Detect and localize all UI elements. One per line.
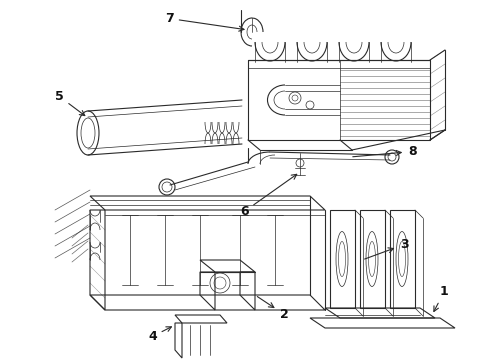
Text: 3: 3 xyxy=(365,238,409,259)
Text: 7: 7 xyxy=(165,12,244,31)
Text: 5: 5 xyxy=(55,90,85,116)
Text: 6: 6 xyxy=(240,174,297,218)
Text: 2: 2 xyxy=(257,297,289,321)
Text: 4: 4 xyxy=(148,327,171,343)
Text: 8: 8 xyxy=(353,145,416,158)
Text: 1: 1 xyxy=(434,285,449,311)
